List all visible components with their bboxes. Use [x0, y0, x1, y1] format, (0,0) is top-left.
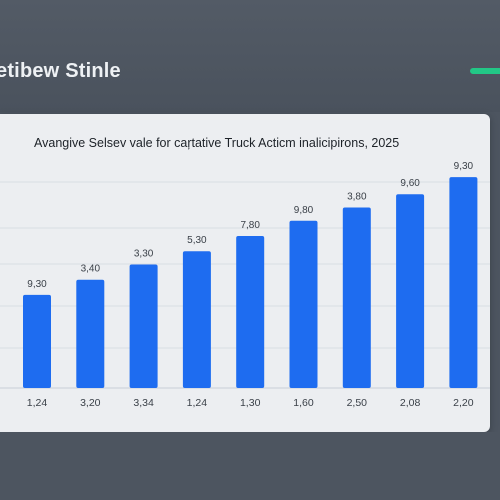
x-tick-label: 1,30 — [240, 397, 261, 409]
x-tick-label: 2,08 — [400, 397, 421, 409]
bar — [23, 294, 51, 388]
x-tick-label: 2,50 — [347, 397, 368, 409]
x-tick-label: 1,24 — [187, 397, 208, 409]
footer-band — [0, 432, 500, 500]
bar-value-label: 3,40 — [81, 264, 101, 275]
bar — [289, 220, 318, 388]
bar — [129, 264, 158, 388]
bar-value-label: 7,80 — [240, 220, 260, 231]
header-band — [0, 0, 500, 112]
x-tick-label: 3,34 — [133, 397, 154, 409]
bar-value-label: 3,30 — [134, 249, 154, 260]
bar-value-label: 9,80 — [294, 205, 314, 216]
bar — [396, 194, 425, 388]
bar — [76, 279, 105, 388]
x-tick-label: 1,24 — [27, 397, 48, 409]
bar — [182, 251, 211, 388]
x-tick-label: 1,60 — [293, 397, 314, 409]
bar-value-label: 5,30 — [187, 235, 207, 246]
bar — [342, 207, 371, 388]
page-title: etibew Stinle — [0, 60, 121, 82]
bar — [236, 236, 265, 388]
x-tick-label: 2,20 — [453, 397, 474, 409]
chart-title: Avangive Selsev vale for caŗtative Truck… — [34, 136, 400, 150]
x-tick-label: 3,20 — [80, 397, 101, 409]
accent-indicator — [470, 68, 500, 74]
bar-value-label: 9,30 — [27, 279, 47, 290]
bar-value-label: 9,30 — [454, 161, 474, 172]
bar-value-label: 3,80 — [347, 192, 367, 203]
bar-value-label: 9,60 — [400, 178, 420, 189]
bar — [449, 177, 478, 388]
